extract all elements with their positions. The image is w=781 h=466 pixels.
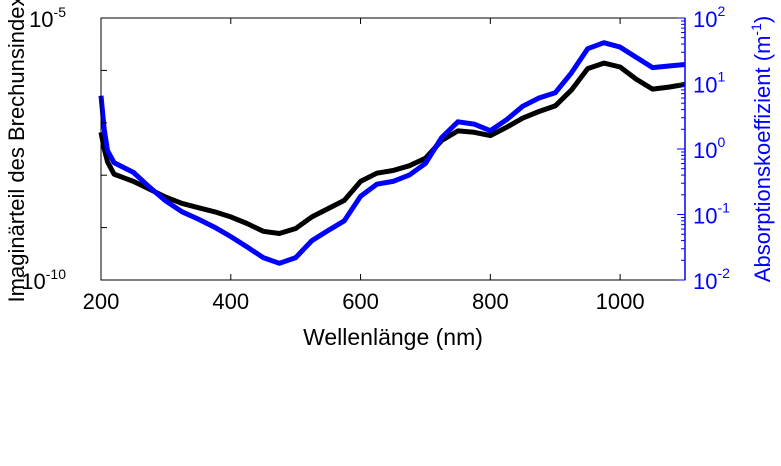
- right-tick-base: 10: [693, 269, 717, 294]
- left-axis-ticks: 10-510-10: [21, 4, 107, 294]
- x-tick-label: 800: [472, 289, 509, 314]
- left-tick-base: 10: [21, 269, 45, 294]
- series-line-imaginary: [98, 60, 686, 236]
- left-tick-exp: -5: [54, 4, 67, 20]
- x-tick-label: 400: [212, 289, 249, 314]
- series-line-absorption: [98, 40, 686, 266]
- right-tick-label: 10-2: [693, 265, 730, 294]
- series-layer: [98, 40, 686, 266]
- right-tick-label: 10-1: [693, 200, 730, 229]
- x-axis-label: Wellenlänge (nm): [303, 324, 483, 350]
- right-tick-base: 10: [693, 73, 717, 98]
- right-tick-exp: -2: [717, 265, 730, 281]
- left-axis-label: Imaginärteil des Brechunsindex: [4, 0, 29, 302]
- left-tick-exp: -10: [46, 266, 66, 282]
- right-tick-base: 10: [693, 7, 717, 32]
- right-tick-base: 10: [693, 204, 717, 229]
- left-tick-base: 10: [29, 7, 53, 32]
- left-tick-label: 10-5: [29, 4, 66, 32]
- right-axis-label: Absorptionskoeffizient (m-1): [748, 16, 775, 282]
- right-axis-label-main: Absorptionskoeffizient (m: [750, 36, 775, 283]
- x-axis-ticks: 200 400 600 800 1000: [83, 18, 645, 314]
- right-tick-label: 102: [693, 3, 725, 32]
- right-tick-base: 10: [693, 138, 717, 163]
- right-tick-exp: 2: [717, 3, 725, 19]
- right-axis-label-end: ): [750, 16, 775, 23]
- left-tick-label: 10-10: [21, 266, 66, 294]
- right-tick-label: 101: [693, 69, 725, 98]
- x-tick-label: 1000: [596, 289, 645, 314]
- right-tick-exp: -1: [717, 200, 730, 216]
- right-axis-label-exp: -1: [748, 23, 764, 36]
- x-tick-label: 600: [342, 289, 379, 314]
- right-tick-exp: 1: [717, 69, 725, 85]
- x-tick-label: 200: [83, 289, 120, 314]
- right-tick-exp: 0: [717, 134, 725, 150]
- right-tick-label: 100: [693, 134, 725, 163]
